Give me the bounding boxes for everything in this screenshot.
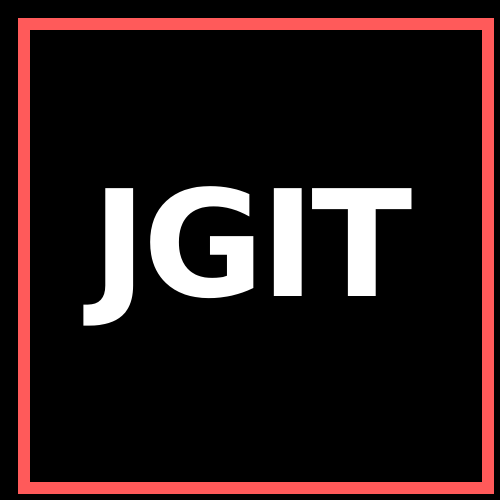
logo-wordmark: JGIT [91, 159, 413, 331]
logo-frame [18, 18, 494, 494]
